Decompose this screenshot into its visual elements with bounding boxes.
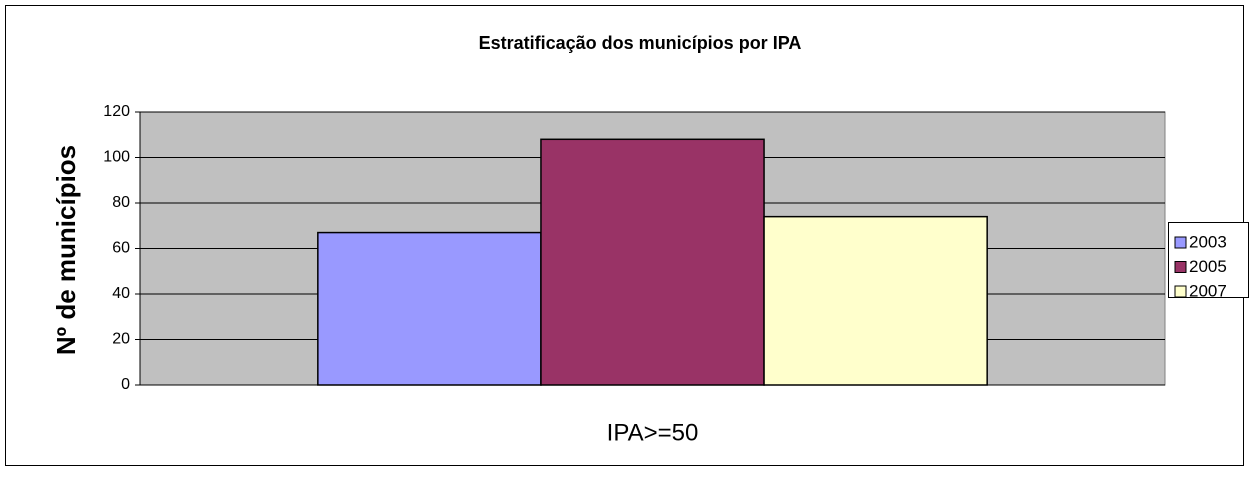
y-tick-label: 120 [103,103,130,120]
legend-swatch [1174,236,1187,249]
y-tick-label: 60 [112,240,130,257]
x-tick-label: IPA>=50 [607,419,699,446]
bar [540,138,765,386]
legend-box [1168,222,1249,298]
chart-title: Estratificação dos municípios por IPA [479,33,802,53]
legend-label: 2005 [1189,257,1227,276]
y-tick-label: 40 [112,285,130,302]
y-tick-label: 80 [112,194,130,211]
y-tick-label: 20 [112,331,130,348]
bar [763,215,988,386]
y-axis-label: Nº de municípios [51,145,81,355]
legend-swatch [1174,261,1187,273]
legend-label: 2003 [1189,232,1227,251]
bar [317,231,542,386]
legend-swatch [1174,285,1187,298]
y-tick-label: 100 [103,149,130,166]
legend-label: 2007 [1189,281,1227,300]
y-tick-label: 0 [121,376,130,393]
